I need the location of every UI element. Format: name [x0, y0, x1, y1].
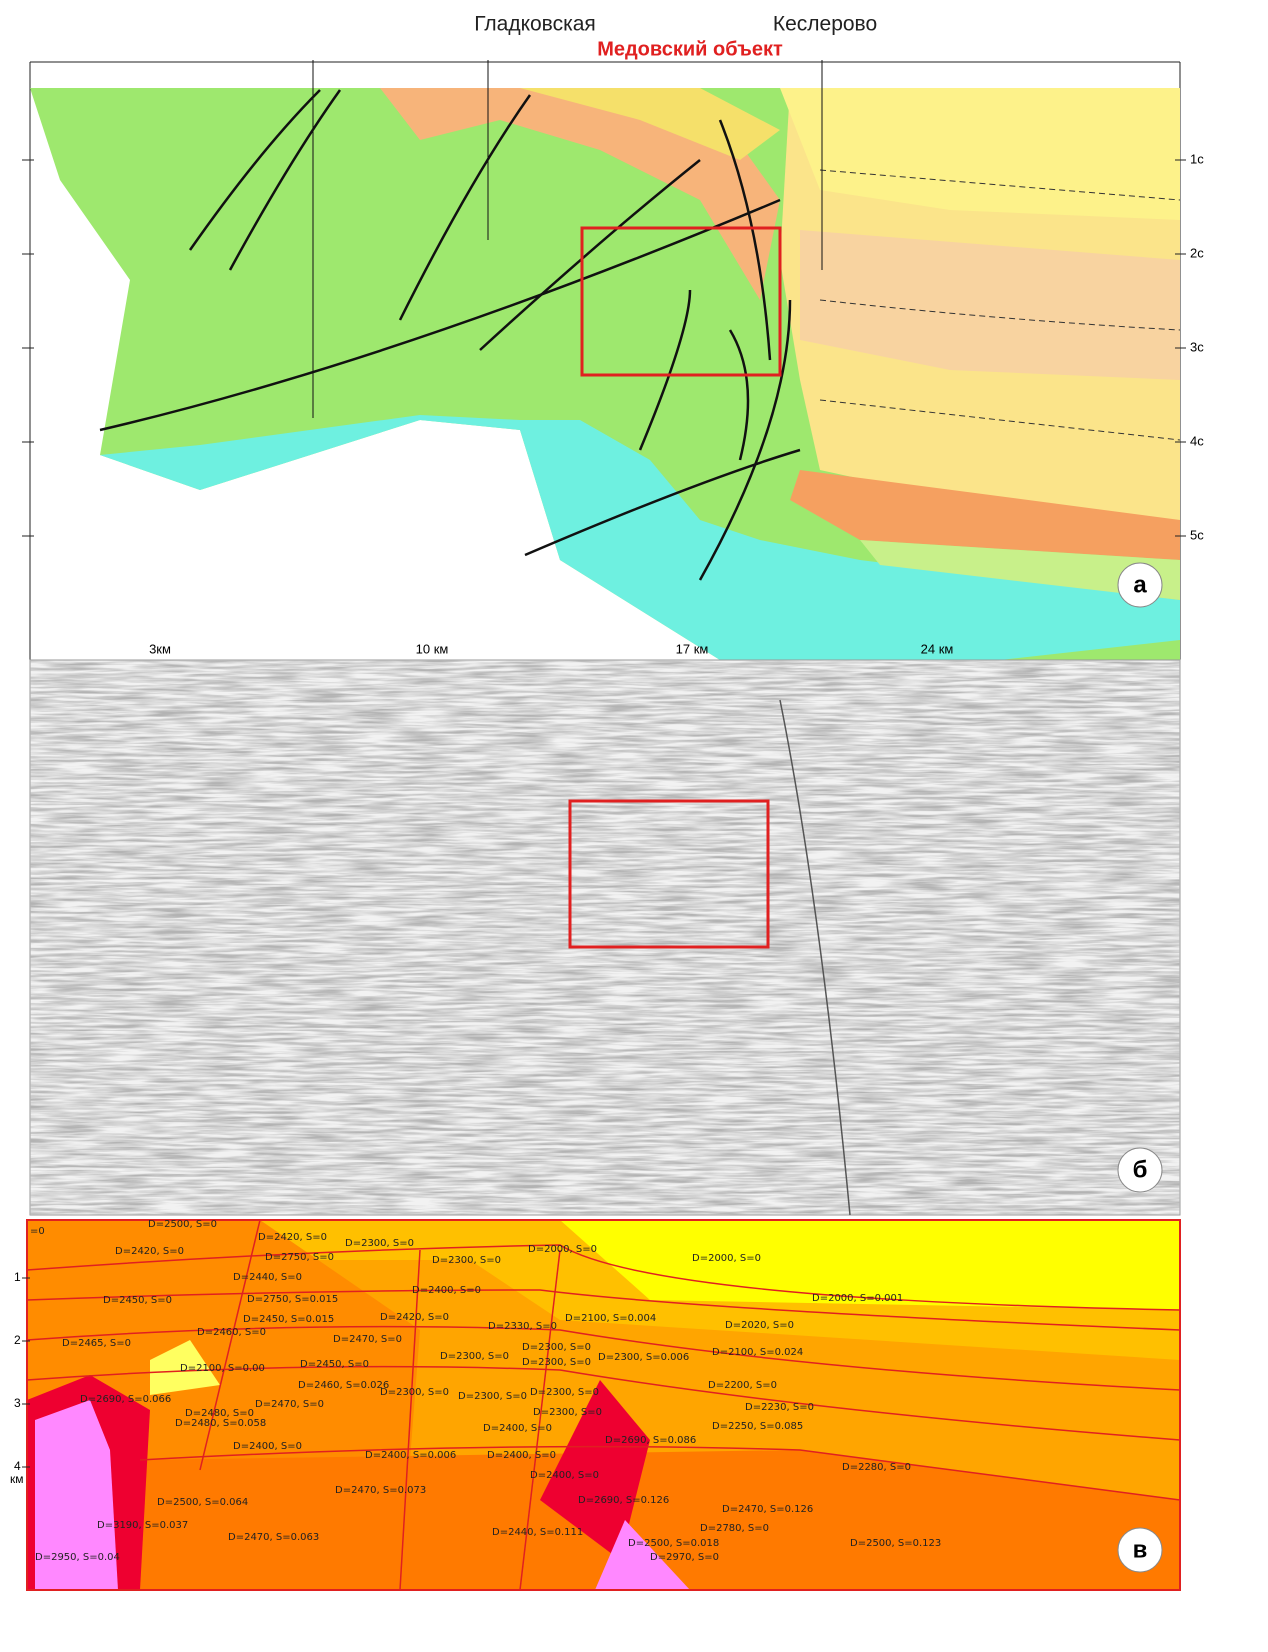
layer-label: D=2400, S=0	[233, 1441, 302, 1452]
layer-label: D=2450, S=0	[103, 1295, 172, 1306]
layer-label: D=2300, S=0	[345, 1238, 414, 1249]
layer-label: D=2400, S=0	[412, 1285, 481, 1296]
layer-label: D=2470, S=0.126	[722, 1504, 813, 1515]
time-tick-label: 5c	[1190, 527, 1204, 542]
distance-label: 3км	[149, 641, 171, 656]
layer-label: D=2470, S=0	[333, 1334, 402, 1345]
object-label: Медовский объект	[597, 38, 783, 60]
distance-label: 10 км	[416, 641, 449, 656]
layer-label: D=2440, S=0	[233, 1272, 302, 1283]
layer-label: D=2470, S=0.063	[228, 1532, 319, 1543]
layer-label: D=2450, S=0	[300, 1359, 369, 1370]
location-label: Кеслерово	[773, 13, 877, 36]
panel-c: =0 D=2500, S=0 D=2420, S=0 D=2300, S=0 D=242…	[10, 1219, 1180, 1590]
layer-label: D=2690, S=0.086	[605, 1435, 696, 1446]
layer-label: D=2750, S=0.015	[247, 1294, 338, 1305]
layer-label: D=2100, S=0.024	[712, 1347, 803, 1358]
layer-label: D=2300, S=0	[440, 1351, 509, 1362]
layer-label: D=2400, S=0	[483, 1423, 552, 1434]
layer-label: D=2440, S=0.111	[492, 1527, 583, 1538]
layer-label: D=2020, S=0	[725, 1320, 794, 1331]
layer-label: D=2420, S=0	[380, 1312, 449, 1323]
figure: Гладковская Кеслерово Медовский объект 1…	[0, 0, 1268, 1647]
panel-a: Гладковская Кеслерово Медовский объект 1…	[22, 13, 1204, 660]
layer-label: D=2500, S=0.064	[157, 1497, 248, 1508]
layer-label: D=2420, S=0	[258, 1232, 327, 1243]
layer-label: D=2300, S=0	[380, 1387, 449, 1398]
layer-label: D=2000, S=0	[528, 1244, 597, 1255]
location-label: Гладковская	[474, 13, 596, 36]
depth-tick-label: 1	[14, 1270, 21, 1284]
time-tick-label: 1c	[1190, 151, 1204, 166]
layer-label: D=2300, S=0.006	[598, 1352, 689, 1363]
layer-label: D=2400, S=0.006	[365, 1450, 456, 1461]
layer-label: D=2500, S=0	[148, 1219, 217, 1230]
time-tick-label: 4c	[1190, 433, 1204, 448]
layer-label: D=2400, S=0	[487, 1450, 556, 1461]
layer-label: D=2470, S=0	[255, 1399, 324, 1410]
layer-label: D=2300, S=0	[458, 1391, 527, 1402]
layer-label: D=2500, S=0.123	[850, 1538, 941, 1549]
layer-label: D=2000, S=0.001	[812, 1293, 903, 1304]
depth-tick-label: 2	[14, 1333, 21, 1347]
depth-unit: км	[10, 1472, 24, 1486]
panel-letter: а	[1133, 571, 1147, 598]
layer-label: D=2970, S=0	[650, 1552, 719, 1563]
layer-label: D=2200, S=0	[708, 1380, 777, 1391]
layer-label: D=2465, S=0	[62, 1338, 131, 1349]
panel-letter: в	[1133, 1536, 1148, 1563]
layer-label: D=3190, S=0.037	[97, 1520, 188, 1531]
time-tick-label: 3c	[1190, 339, 1204, 354]
layer-label: D=2690, S=0.126	[578, 1495, 669, 1506]
depth-tick-label: 4	[14, 1459, 21, 1473]
layer-label: D=2100, S=0.004	[565, 1313, 656, 1324]
layer-label: D=2250, S=0.085	[712, 1421, 803, 1432]
layer-label: D=2690, S=0.066	[80, 1394, 171, 1405]
layer-label: D=2300, S=0	[522, 1342, 591, 1353]
layer-label: D=2450, S=0.015	[243, 1314, 334, 1325]
layer-label: D=2950, S=0.04	[35, 1552, 120, 1563]
layer-label: D=2400, S=0	[530, 1470, 599, 1481]
distance-label: 24 км	[921, 641, 954, 656]
layer-label: D=2480, S=0.058	[175, 1418, 266, 1429]
layer-label: D=2000, S=0	[692, 1253, 761, 1264]
layer-label: D=2300, S=0	[533, 1407, 602, 1418]
layer-label: D=2300, S=0	[530, 1387, 599, 1398]
distance-label: 17 км	[676, 641, 709, 656]
depth-tick-label: 3	[14, 1396, 21, 1410]
layer-label: =0	[30, 1226, 45, 1237]
seismic-section	[30, 660, 1180, 1215]
layer-label: D=2230, S=0	[745, 1402, 814, 1413]
layer-label: D=2460, S=0.026	[298, 1380, 389, 1391]
layer-label: D=2300, S=0	[432, 1255, 501, 1266]
layer-label: D=2300, S=0	[522, 1357, 591, 1368]
layer-label: D=2330, S=0	[488, 1321, 557, 1332]
layer-label: D=2100, S=0.00	[180, 1363, 265, 1374]
panel-b: 3км 10 км 17 км 24 км б	[30, 641, 1180, 1215]
layer-label: D=2780, S=0	[700, 1523, 769, 1534]
panel-letter: б	[1133, 1156, 1148, 1183]
layer-label: D=2750, S=0	[265, 1252, 334, 1263]
layer-label: D=2500, S=0.018	[628, 1538, 719, 1549]
layer-label: D=2460, S=0	[197, 1327, 266, 1338]
layer-label: D=2420, S=0	[115, 1246, 184, 1257]
layer-label: D=2470, S=0.073	[335, 1485, 426, 1496]
time-tick-label: 2c	[1190, 245, 1204, 260]
layer-label: D=2280, S=0	[842, 1462, 911, 1473]
